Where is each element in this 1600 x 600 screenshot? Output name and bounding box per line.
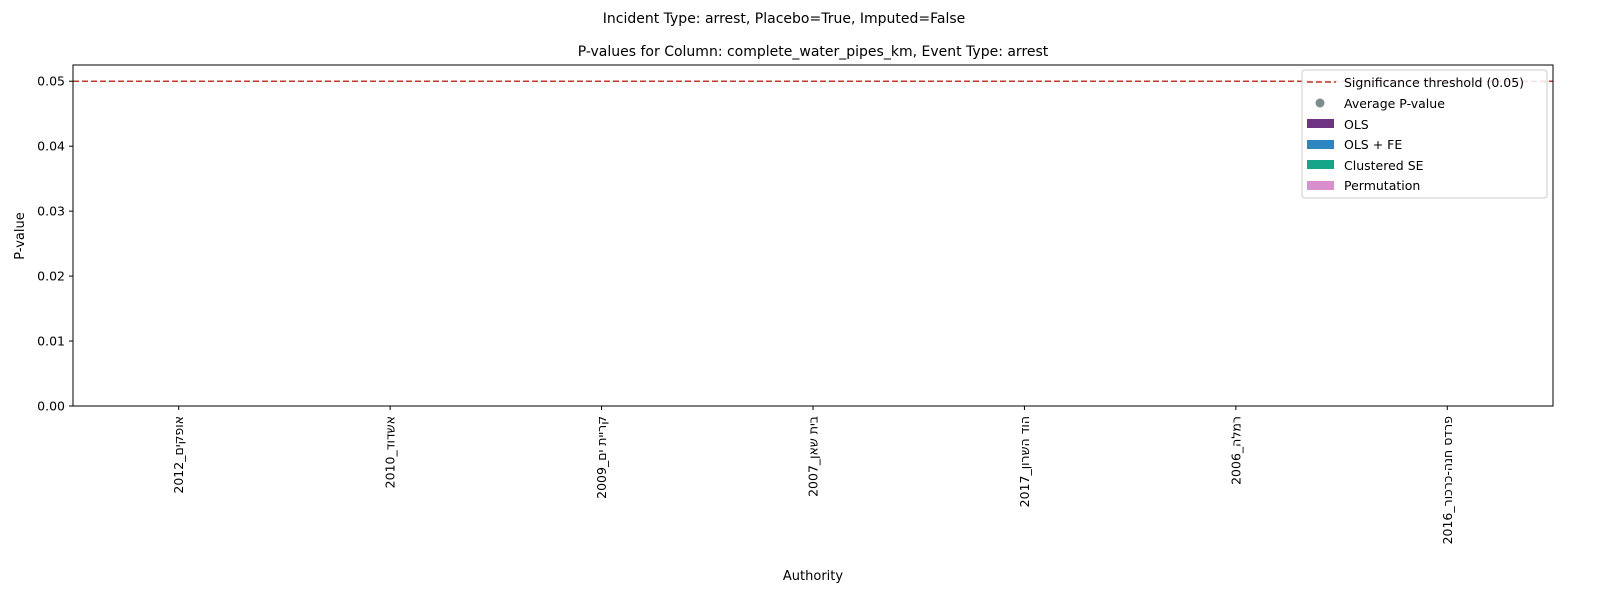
legend-swatch-ols-fe [1307, 140, 1334, 149]
legend-label-threshold: Significance threshold (0.05) [1344, 75, 1524, 90]
chart-title: P-values for Column: complete_water_pipe… [578, 44, 1049, 60]
y-tick-label: 0.01 [37, 334, 65, 349]
y-tick-label: 0.00 [37, 399, 65, 414]
legend-swatch-ols [1307, 119, 1334, 128]
x-tick-label: בית שאן_2007 [806, 416, 821, 497]
y-tick-label: 0.03 [37, 204, 65, 219]
legend-label-clustered-se: Clustered SE [1344, 158, 1424, 173]
x-axis: אופקים_2012 אשדוד_2010 קריית ים_2009 בית שא… [171, 406, 1455, 544]
x-tick-label: פרדס חנה-כרכור_2016 [1440, 416, 1455, 545]
legend: Significance threshold (0.05) Average P-… [1301, 69, 1548, 199]
legend-label-permutation: Permutation [1344, 178, 1420, 193]
legend-label-ols-fe: OLS + FE [1344, 137, 1402, 152]
x-axis-label: Authority [783, 569, 843, 584]
x-tick-label: אשדוד_2010 [383, 416, 398, 488]
legend-average-swatch [1315, 98, 1325, 108]
y-axis: 0.00 0.01 0.02 0.03 0.04 0.05 [37, 74, 73, 414]
x-tick-label: אופקים_2012 [171, 416, 186, 494]
legend-label-ols: OLS [1344, 117, 1369, 132]
legend-swatch-clustered-se [1307, 160, 1334, 169]
figure-suptitle: Incident Type: arrest, Placebo=True, Imp… [603, 11, 966, 27]
x-tick-label: קריית ים_2009 [594, 416, 609, 499]
legend-frame [1301, 69, 1548, 199]
x-tick-label: הוד השרון_2017 [1017, 416, 1032, 507]
legend-swatch-permutation [1307, 181, 1334, 190]
legend-label-average: Average P-value [1344, 96, 1445, 111]
y-tick-label: 0.04 [37, 139, 65, 154]
x-tick-label: רמלה_2006 [1228, 416, 1243, 485]
y-tick-label: 0.05 [37, 74, 65, 89]
y-axis-label: P-value [13, 212, 28, 259]
y-tick-label: 0.02 [37, 269, 65, 284]
